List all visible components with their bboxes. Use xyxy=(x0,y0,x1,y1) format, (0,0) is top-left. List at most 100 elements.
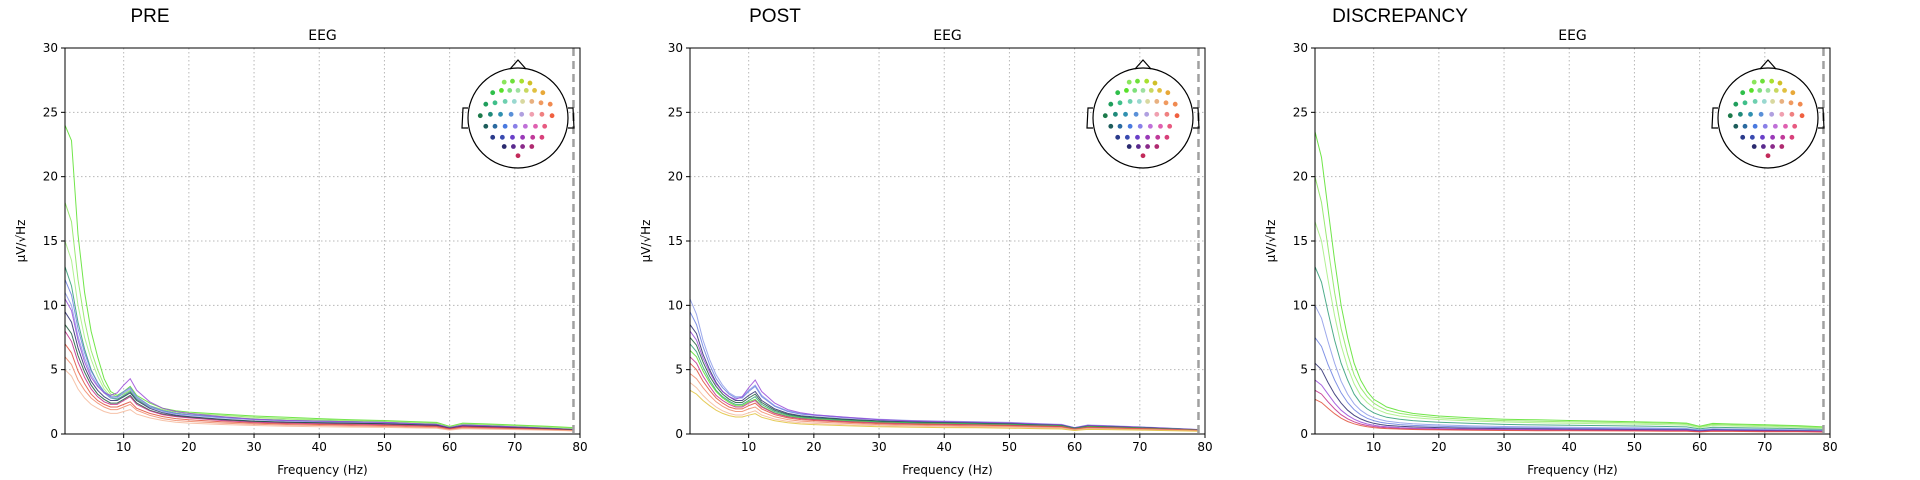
x-tick-label: 80 xyxy=(1822,440,1837,454)
sensor-dot xyxy=(519,78,525,84)
sensor-dot xyxy=(1152,80,1158,86)
x-tick-label: 20 xyxy=(1431,440,1446,454)
y-tick-label: 10 xyxy=(1293,298,1308,312)
x-tick-label: 40 xyxy=(312,440,327,454)
sensor-dot xyxy=(1770,99,1775,104)
y-tick-label: 30 xyxy=(1293,41,1308,55)
sensor-dot xyxy=(1137,123,1143,129)
sensor-dot xyxy=(1127,123,1133,129)
psd-trace xyxy=(1315,131,1824,428)
sensor-dot xyxy=(539,134,545,140)
sensor-dot xyxy=(529,144,535,149)
x-tick-label: 10 xyxy=(116,440,131,454)
sensor-dot xyxy=(1145,144,1150,149)
y-axis-label: µV/√Hz xyxy=(14,220,28,263)
sensor-dot xyxy=(1157,88,1162,93)
sensor-dot xyxy=(1751,79,1757,85)
sensor-dot xyxy=(547,101,553,107)
sensor-dot xyxy=(1740,90,1746,96)
sensor-dot xyxy=(1163,100,1169,106)
x-tick-label: 30 xyxy=(1496,440,1511,454)
panel-title: PRE xyxy=(130,6,169,27)
psd-trace xyxy=(690,330,1199,431)
psd-trace xyxy=(690,389,1199,432)
sensor-dot xyxy=(549,113,555,119)
sensor-dot xyxy=(1155,134,1161,140)
sensor-dot xyxy=(1769,111,1775,117)
sensor-dot xyxy=(1758,111,1764,117)
x-axis-label: Frequency (Hz) xyxy=(1527,463,1618,477)
psd-trace xyxy=(65,298,574,430)
left-ear-shape xyxy=(1086,107,1093,129)
psd-trace xyxy=(1315,176,1824,429)
sensor-dot xyxy=(1779,144,1785,149)
x-tick-label: 60 xyxy=(1692,440,1707,454)
sensor-dot xyxy=(1789,111,1795,117)
x-tick-label: 70 xyxy=(507,440,522,454)
sensor-dot xyxy=(512,123,518,129)
y-tick-label: 30 xyxy=(43,41,58,55)
sensor-dot xyxy=(1748,111,1753,117)
y-tick-label: 0 xyxy=(675,427,683,441)
sensor-dot xyxy=(492,100,498,106)
sensor-dot xyxy=(1772,123,1778,129)
sensor-dot xyxy=(1136,99,1142,104)
sensor-dot xyxy=(508,111,514,117)
sensor-dot xyxy=(520,134,525,140)
sensor-dot xyxy=(533,123,538,129)
sensor-dot xyxy=(1783,123,1788,129)
sensor-dot xyxy=(490,134,496,140)
psd-trace xyxy=(65,330,574,431)
sensor-dot xyxy=(1102,113,1108,119)
sensor-dot xyxy=(501,79,507,85)
sensor-dot xyxy=(1761,99,1767,104)
x-tick-label: 10 xyxy=(1366,440,1381,454)
left-ear-shape xyxy=(1711,107,1718,129)
y-tick-label: 25 xyxy=(43,105,58,119)
sensor-dot xyxy=(1788,100,1794,106)
sensor-dot xyxy=(1133,111,1139,117)
sensor-dot xyxy=(520,99,525,104)
panel-title: DISCREPANCY xyxy=(1332,6,1468,27)
sensor-dot xyxy=(492,123,498,129)
sensor-dot xyxy=(483,123,489,129)
sensor-dot xyxy=(538,100,544,106)
sensor-dot xyxy=(1765,88,1771,93)
nose-shape xyxy=(1759,59,1777,70)
sensor-dot xyxy=(1117,100,1123,106)
sensor-dot xyxy=(1135,78,1140,84)
sensor-dot xyxy=(1789,134,1795,140)
psd-trace xyxy=(690,356,1199,431)
sensor-dot xyxy=(1147,123,1153,129)
sensor-dot xyxy=(1148,88,1154,93)
x-tick-label: 10 xyxy=(741,440,756,454)
y-axis-label: µV/√Hz xyxy=(1264,220,1278,263)
sensor-dot xyxy=(1172,101,1178,107)
sensor-dot xyxy=(1760,78,1765,84)
psd-trace xyxy=(65,125,574,429)
sensor-dot xyxy=(477,113,483,119)
sensor-dot xyxy=(1769,78,1775,84)
psd-trace xyxy=(65,343,574,431)
sensor-dot xyxy=(1760,134,1765,140)
psd-panel-discrepancy: DISCREPANCY EEG 10 20 30 40 50 60 70 80 0 5 10 15 20 25… xyxy=(1264,6,1838,477)
sensor-dot xyxy=(499,134,505,140)
sensor-dot xyxy=(488,111,493,117)
x-tick-label: 80 xyxy=(1197,440,1212,454)
sensor-dot xyxy=(1115,134,1121,140)
x-tick-label: 40 xyxy=(1562,440,1577,454)
sensor-dot xyxy=(522,123,528,129)
sensor-dot xyxy=(529,99,535,104)
sensor-dot xyxy=(1167,123,1173,129)
y-tick-label: 0 xyxy=(1300,427,1308,441)
sensor-dot xyxy=(1145,99,1150,104)
sensor-dot xyxy=(510,78,515,84)
sensor-dot xyxy=(1752,123,1758,129)
sensor-dot xyxy=(1797,101,1803,107)
x-tick-label: 80 xyxy=(572,440,587,454)
sensor-dot xyxy=(1165,90,1171,96)
sensor-dot xyxy=(1154,99,1160,104)
sensor-dot xyxy=(1145,134,1150,140)
sensor-dot xyxy=(1749,88,1754,93)
